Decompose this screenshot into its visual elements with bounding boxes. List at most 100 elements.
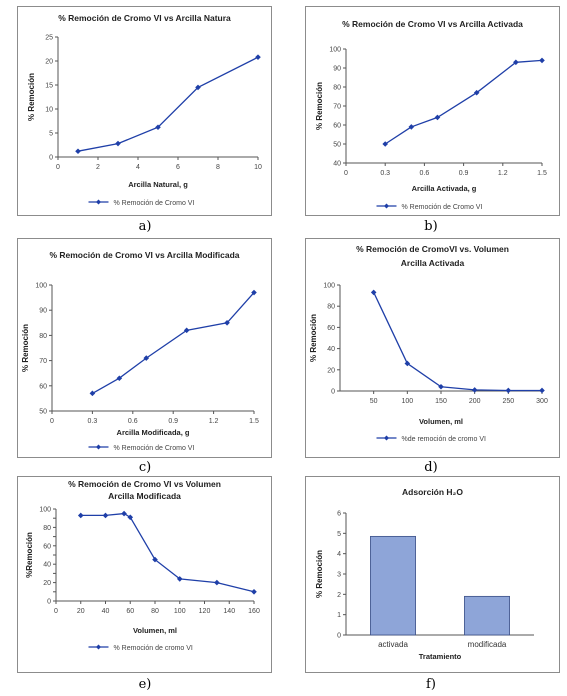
y-tick-label: 50 (39, 409, 47, 416)
data-point (75, 148, 81, 155)
y-tick-label: 0 (337, 633, 341, 640)
x-tick-label: 0.9 (459, 170, 469, 177)
x-tick-label: 0.9 (168, 418, 178, 425)
chart-title: % Remoción de CromoVI vs. Volumen (356, 244, 509, 254)
data-point (513, 59, 519, 66)
y-tick-label: 70 (39, 358, 47, 365)
data-point (116, 375, 123, 382)
series-line (92, 292, 255, 394)
chart-panel-e: % Remoción de Cromo VI vs Volumen Arcilla… (17, 476, 272, 673)
y-tick-label: 60 (39, 383, 47, 390)
y-tick-label: 20 (327, 367, 335, 374)
y-tick-label: 100 (323, 283, 335, 290)
y-tick-label: 70 (333, 104, 341, 111)
x-axis-label: Arcilla Activada, g (412, 184, 477, 193)
x-axis-label: Volumen, ml (419, 417, 463, 426)
chart-b: % Remoción de Cromo VI vs Arcilla Activa… (315, 19, 547, 211)
series-line (80, 512, 255, 593)
y-tick-label: 2 (337, 592, 341, 599)
x-axis-label: Tratamiento (419, 652, 462, 661)
data-point (434, 114, 441, 121)
chart-a: % Remoción de Cromo VI vs Arcilla Natura… (27, 13, 262, 207)
chart-title: Adsorción H₂O (402, 487, 463, 497)
x-tick-label: 1.5 (537, 170, 547, 177)
x-tick-label: 0.6 (420, 170, 430, 177)
caption-b: b) (424, 219, 438, 234)
series-line (77, 56, 259, 152)
chart-e: % Remoción de Cromo VI vs Volumen Arcilla… (25, 479, 260, 652)
chart-panel-f: Adsorción H₂O 0 1 2 3 4 5 6 % Remoción Tratamient… (305, 476, 560, 673)
data-point (115, 140, 121, 147)
y-tick-label: 5 (337, 531, 341, 538)
legend-swatch-marker (384, 203, 389, 209)
x-tick-label: 60 (126, 608, 134, 615)
x-tick-label: 6 (176, 164, 180, 171)
data-point (214, 579, 220, 586)
data-point (438, 383, 444, 390)
y-tick-label: 20 (45, 59, 53, 66)
y-tick-label: 100 (329, 47, 341, 54)
chart-panel-c: % Remoción de Cromo VI vs Arcilla Modifi… (17, 238, 272, 458)
x-tick-label: 4 (136, 164, 140, 171)
y-tick-label: 100 (35, 283, 47, 290)
legend-entry: % Remoción de Cromo VI (114, 200, 195, 207)
y-tick-label: 10 (45, 107, 53, 114)
x-tick-label: 120 (199, 608, 211, 615)
y-tick-label: 20 (43, 580, 51, 587)
y-tick-label: 40 (327, 346, 335, 353)
x-tick-label: 100 (401, 398, 413, 405)
data-point (471, 387, 478, 393)
chart-d: % Remoción de CromoVI vs. Volumen Arcilla… (309, 244, 548, 443)
y-tick-label: 0 (331, 389, 335, 396)
y-tick-label: 40 (333, 161, 341, 168)
x-tick-label: 10 (254, 164, 262, 171)
data-point (539, 387, 545, 394)
x-tick-label: 160 (248, 608, 260, 615)
y-tick-label: 90 (333, 66, 341, 73)
x-tick-label: 0 (56, 164, 60, 171)
series-line (384, 59, 543, 145)
y-tick-label: 80 (39, 333, 47, 340)
legend-swatch-marker (96, 444, 101, 450)
y-tick-label: 1 (337, 612, 341, 619)
caption-e: e) (138, 677, 152, 692)
bar-modificada (464, 595, 510, 636)
chart-title: % Remoción de Cromo VI vs Arcilla Activa… (342, 19, 523, 29)
x-tick-label: 80 (151, 608, 159, 615)
legend-entry: % Remoción de Cromo VI (114, 445, 195, 452)
y-tick-label: 25 (45, 35, 53, 42)
data-point (251, 289, 257, 296)
data-point (370, 289, 377, 296)
x-tick-label: 150 (435, 398, 447, 405)
data-point (121, 510, 127, 517)
chart-subtitle: Arcilla Activada (401, 258, 465, 268)
category-label: activada (378, 640, 408, 649)
x-axis-label: Arcilla Natural, g (128, 180, 188, 189)
data-point (176, 576, 183, 582)
y-tick-label: 40 (43, 562, 51, 569)
x-tick-label: 20 (77, 608, 85, 615)
data-point (152, 556, 158, 563)
y-axis-label: % Remoción (309, 314, 318, 362)
legend-swatch-marker (384, 435, 389, 441)
y-tick-label: 80 (327, 304, 335, 311)
y-tick-label: 15 (45, 83, 53, 90)
y-tick-label: 0 (49, 155, 53, 162)
data-point (473, 89, 480, 96)
x-tick-label: 100 (174, 608, 186, 615)
chart-title: % Remoción de Cromo VI vs Arcilla Natura (58, 13, 231, 23)
data-point (127, 514, 134, 521)
x-tick-label: 40 (102, 608, 110, 615)
y-tick-label: 5 (49, 131, 53, 138)
category-label: modificada (468, 640, 507, 649)
x-tick-label: 0 (54, 608, 58, 615)
caption-f: f) (426, 677, 436, 692)
x-tick-label: 1.5 (249, 418, 259, 425)
x-tick-label: 50 (370, 398, 378, 405)
data-point (77, 512, 84, 519)
x-tick-label: 1.2 (209, 418, 219, 425)
y-tick-label: 100 (39, 507, 51, 514)
y-axis-label: % Remoción (315, 550, 324, 598)
series-line (373, 292, 542, 392)
x-tick-label: 2 (96, 164, 100, 171)
